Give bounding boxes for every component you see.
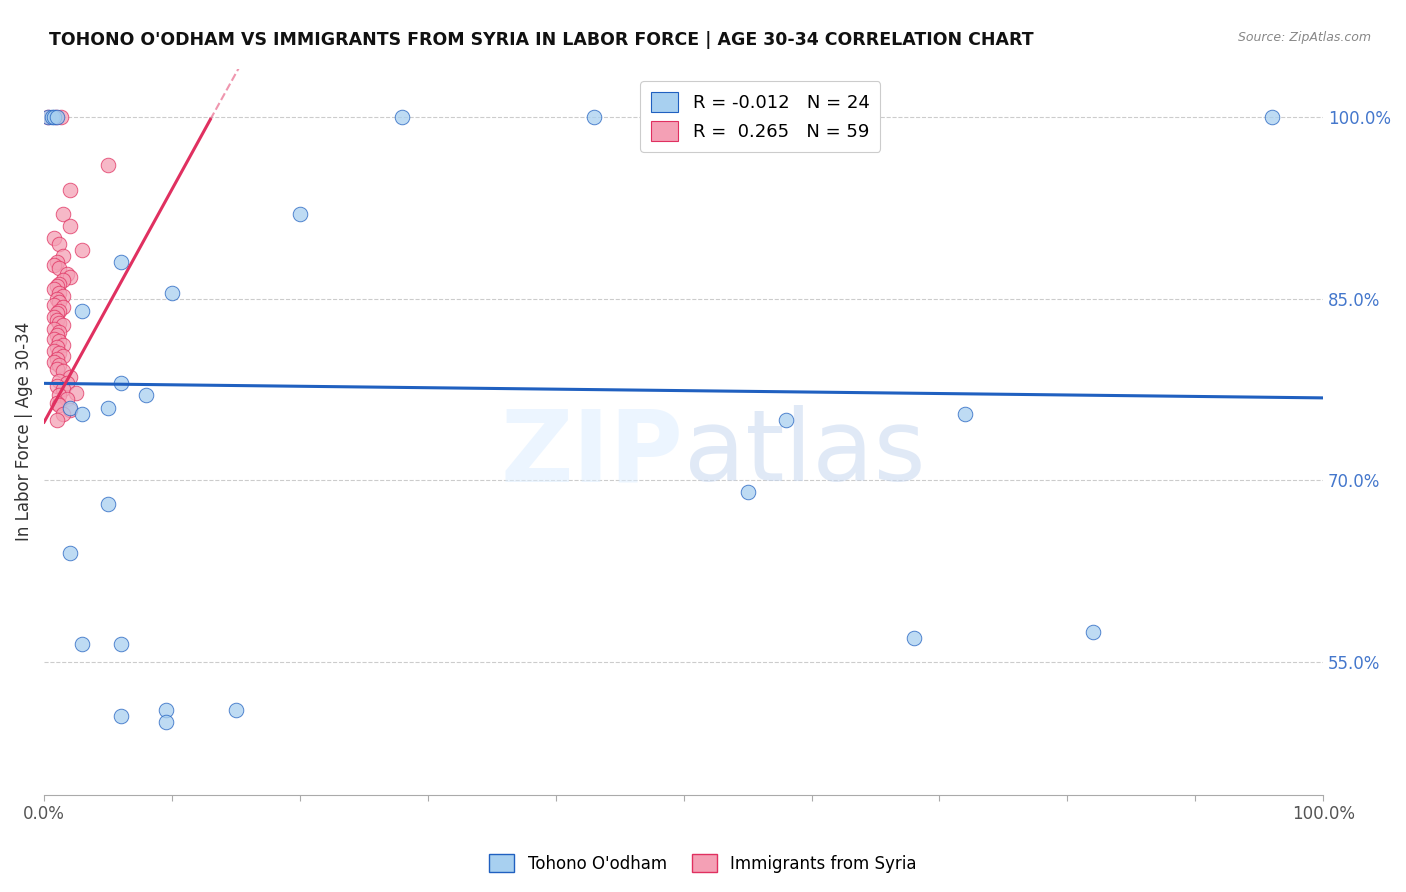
Point bbox=[59, 370, 82, 384]
Point bbox=[45, 395, 67, 409]
Point bbox=[160, 285, 183, 300]
Point bbox=[56, 268, 79, 282]
Point bbox=[225, 703, 247, 717]
Point bbox=[48, 303, 70, 318]
Point bbox=[45, 110, 67, 124]
Point bbox=[44, 298, 66, 312]
Point bbox=[45, 279, 67, 293]
Point bbox=[48, 261, 70, 276]
Point bbox=[52, 364, 75, 378]
Point bbox=[48, 358, 70, 372]
Point bbox=[48, 277, 70, 291]
Point bbox=[288, 207, 311, 221]
Point bbox=[44, 310, 66, 324]
Text: TOHONO O'ODHAM VS IMMIGRANTS FROM SYRIA IN LABOR FORCE | AGE 30-34 CORRELATION C: TOHONO O'ODHAM VS IMMIGRANTS FROM SYRIA … bbox=[49, 31, 1033, 49]
Legend: Tohono O'odham, Immigrants from Syria: Tohono O'odham, Immigrants from Syria bbox=[482, 847, 924, 880]
Point bbox=[41, 110, 63, 124]
Point bbox=[45, 378, 67, 392]
Point bbox=[391, 110, 413, 124]
Point bbox=[56, 376, 79, 391]
Point bbox=[37, 110, 59, 124]
Point bbox=[110, 376, 132, 391]
Text: atlas: atlas bbox=[683, 405, 925, 502]
Point bbox=[52, 249, 75, 263]
Point bbox=[48, 398, 70, 412]
Point bbox=[52, 383, 75, 397]
Point bbox=[110, 255, 132, 269]
Point bbox=[44, 110, 66, 124]
Point bbox=[52, 273, 75, 287]
Point bbox=[49, 110, 72, 124]
Point bbox=[52, 337, 75, 351]
Point bbox=[48, 285, 70, 300]
Point bbox=[48, 316, 70, 330]
Point bbox=[48, 388, 70, 402]
Point bbox=[52, 300, 75, 314]
Point bbox=[72, 303, 94, 318]
Point bbox=[44, 282, 66, 296]
Point bbox=[59, 401, 82, 415]
Point bbox=[737, 485, 759, 500]
Point bbox=[45, 110, 67, 124]
Point bbox=[110, 637, 132, 651]
Point bbox=[52, 207, 75, 221]
Point bbox=[45, 327, 67, 342]
Text: Source: ZipAtlas.com: Source: ZipAtlas.com bbox=[1237, 31, 1371, 45]
Point bbox=[775, 412, 797, 426]
Point bbox=[45, 352, 67, 367]
Point bbox=[52, 349, 75, 363]
Point bbox=[155, 703, 177, 717]
Point bbox=[59, 403, 82, 417]
Point bbox=[48, 374, 70, 388]
Point bbox=[45, 313, 67, 327]
Point bbox=[44, 322, 66, 336]
Point bbox=[56, 392, 79, 406]
Point bbox=[37, 110, 59, 124]
Point bbox=[1261, 110, 1284, 124]
Point bbox=[44, 332, 66, 346]
Point bbox=[59, 269, 82, 284]
Y-axis label: In Labor Force | Age 30-34: In Labor Force | Age 30-34 bbox=[15, 322, 32, 541]
Point bbox=[953, 407, 976, 421]
Point bbox=[45, 361, 67, 376]
Point bbox=[155, 715, 177, 730]
Point bbox=[44, 231, 66, 245]
Point bbox=[44, 258, 66, 272]
Point bbox=[48, 326, 70, 340]
Point bbox=[45, 292, 67, 306]
Point bbox=[45, 340, 67, 354]
Point bbox=[72, 243, 94, 257]
Point bbox=[135, 388, 157, 402]
Point bbox=[59, 219, 82, 233]
Point bbox=[903, 631, 925, 645]
Point bbox=[52, 407, 75, 421]
Text: ZIP: ZIP bbox=[501, 405, 683, 502]
Point bbox=[45, 412, 67, 426]
Point bbox=[45, 306, 67, 320]
Point bbox=[72, 407, 94, 421]
Point bbox=[48, 334, 70, 348]
Legend: R = -0.012   N = 24, R =  0.265   N = 59: R = -0.012 N = 24, R = 0.265 N = 59 bbox=[640, 81, 880, 152]
Point bbox=[72, 637, 94, 651]
Point bbox=[97, 498, 120, 512]
Point bbox=[44, 354, 66, 368]
Point bbox=[44, 343, 66, 358]
Point bbox=[59, 546, 82, 560]
Point bbox=[48, 346, 70, 360]
Point bbox=[97, 401, 120, 415]
Point bbox=[110, 709, 132, 723]
Point bbox=[65, 386, 87, 401]
Point bbox=[583, 110, 606, 124]
Point bbox=[52, 289, 75, 303]
Point bbox=[59, 183, 82, 197]
Point bbox=[52, 318, 75, 333]
Point bbox=[45, 255, 67, 269]
Point bbox=[48, 237, 70, 252]
Point bbox=[97, 158, 120, 172]
Point bbox=[48, 295, 70, 310]
Point bbox=[1081, 624, 1104, 639]
